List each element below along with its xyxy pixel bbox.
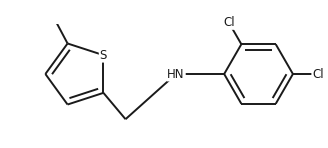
Text: HN: HN [167, 67, 185, 81]
Text: Cl: Cl [223, 16, 235, 29]
Text: Cl: Cl [312, 67, 324, 81]
Text: S: S [100, 49, 107, 62]
